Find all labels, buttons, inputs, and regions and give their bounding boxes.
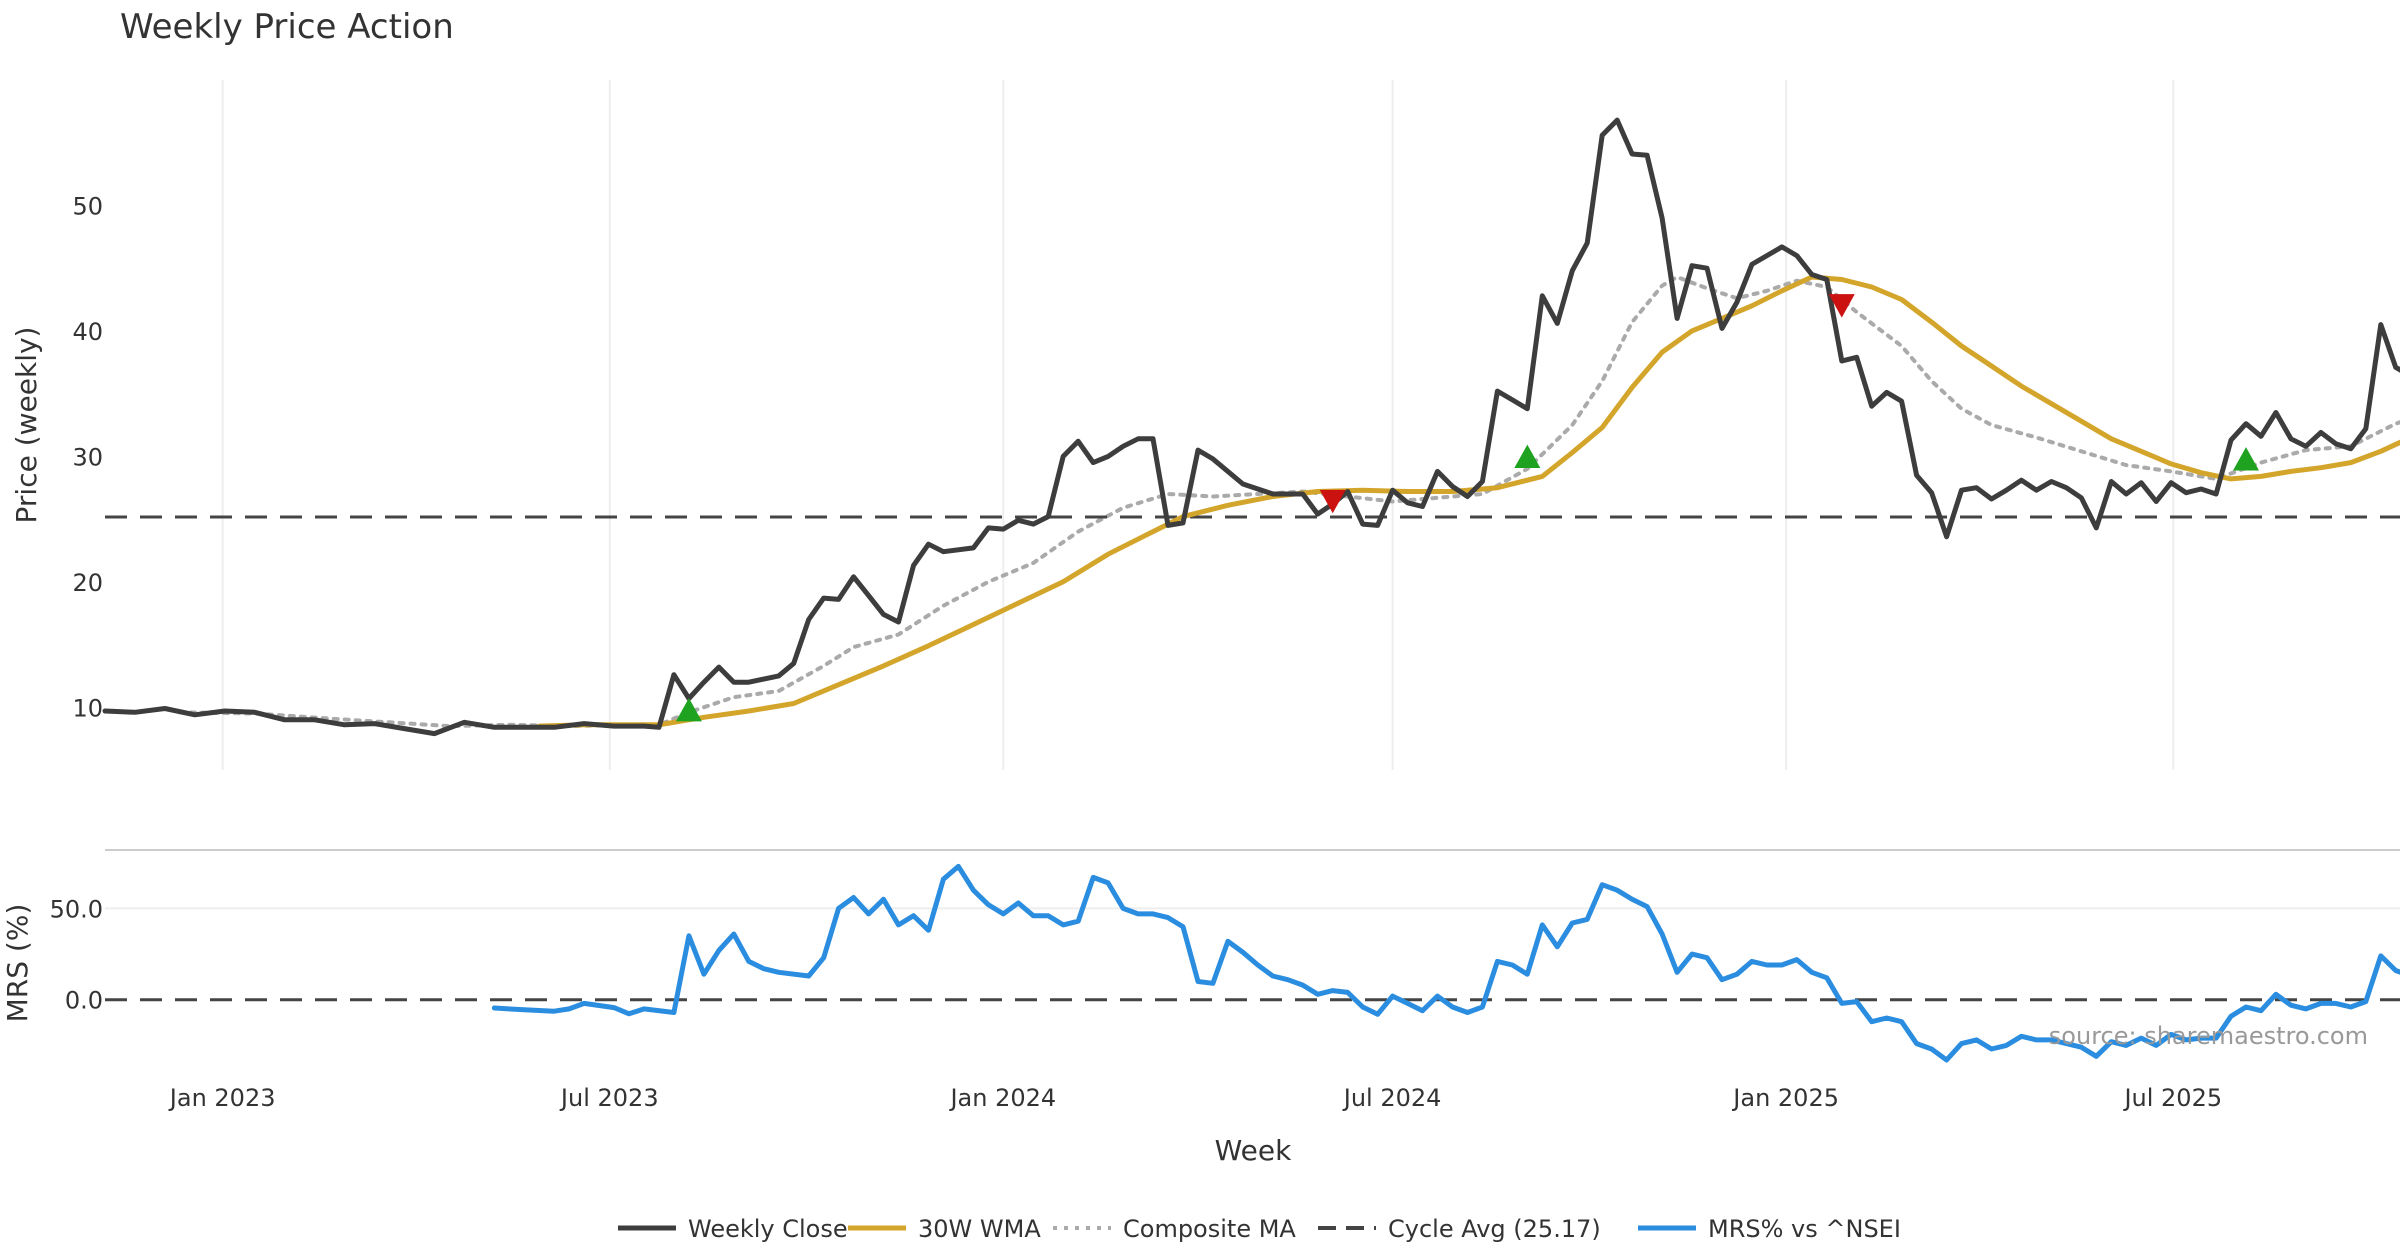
- signal-markers: [675, 294, 2260, 722]
- buy-signal-marker: [2233, 447, 2260, 471]
- price-y-tick-label: 10: [72, 694, 103, 722]
- price-series: [102, 117, 2400, 737]
- mrs-y-tick-label: 50.0: [50, 895, 103, 923]
- weekly-close-line: [102, 117, 2400, 737]
- legend-entry: Cycle Avg (25.17): [1318, 1215, 1601, 1243]
- buy-signal-marker: [1514, 444, 1541, 469]
- price-y-axis-label: Price (weekly): [10, 327, 43, 524]
- mrs-series: [491, 863, 2400, 1063]
- legend-entry: MRS% vs ^NSEI: [1638, 1215, 1901, 1243]
- legend-entry: Composite MA: [1053, 1215, 1296, 1243]
- legend-entry: Weekly Close: [618, 1215, 848, 1243]
- legend: Weekly Close 30W WMA Composite MA Cycle Avg…: [618, 1215, 1901, 1243]
- price-y-ticks: 10 20 30 40 50: [72, 192, 103, 722]
- price-y-tick-label: 40: [72, 318, 103, 346]
- mrs-y-axis-label: MRS (%): [1, 904, 34, 1023]
- price-grid: [221, 80, 2175, 770]
- legend-label: Cycle Avg (25.17): [1388, 1215, 1601, 1243]
- legend-label: Weekly Close: [688, 1215, 848, 1243]
- mrs-line: [491, 863, 2400, 1063]
- price-y-tick-label: 50: [72, 192, 103, 220]
- buy-signal-marker: [675, 698, 702, 722]
- x-tick-label: Jul 2025: [2122, 1084, 2222, 1112]
- legend-label: Composite MA: [1123, 1215, 1296, 1243]
- x-axis-label: Week: [1215, 1134, 1292, 1167]
- composite-ma-line: [177, 275, 2400, 729]
- sell-signal-marker: [1828, 294, 1855, 318]
- price-y-tick-label: 30: [72, 443, 103, 471]
- mrs-y-ticks: 50.0 0.0: [50, 895, 103, 1014]
- x-ticks: Jan 2023 Jul 2023 Jan 2024 Jul 2024 Jan 2025…: [168, 1084, 2222, 1112]
- x-tick-label: Jan 2024: [948, 1084, 1056, 1112]
- x-tick-label: Jan 2023: [168, 1084, 276, 1112]
- 30w-wma-line: [536, 274, 2400, 729]
- mrs-grid: [105, 907, 2400, 1002]
- price-y-tick-label: 20: [72, 569, 103, 597]
- sell-signal-marker: [1319, 489, 1346, 514]
- legend-label: MRS% vs ^NSEI: [1708, 1215, 1901, 1243]
- x-tick-label: Jul 2023: [559, 1084, 659, 1112]
- legend-label: 30W WMA: [918, 1215, 1041, 1243]
- x-tick-label: Jan 2025: [1731, 1084, 1839, 1112]
- mrs-y-tick-label: 0.0: [65, 987, 103, 1015]
- source-note: source: sharemaestro.com: [2049, 1022, 2368, 1050]
- legend-entry: 30W WMA: [848, 1215, 1041, 1243]
- x-tick-label: Jul 2024: [1342, 1084, 1442, 1112]
- chart-title: Weekly Price Action: [120, 7, 454, 47]
